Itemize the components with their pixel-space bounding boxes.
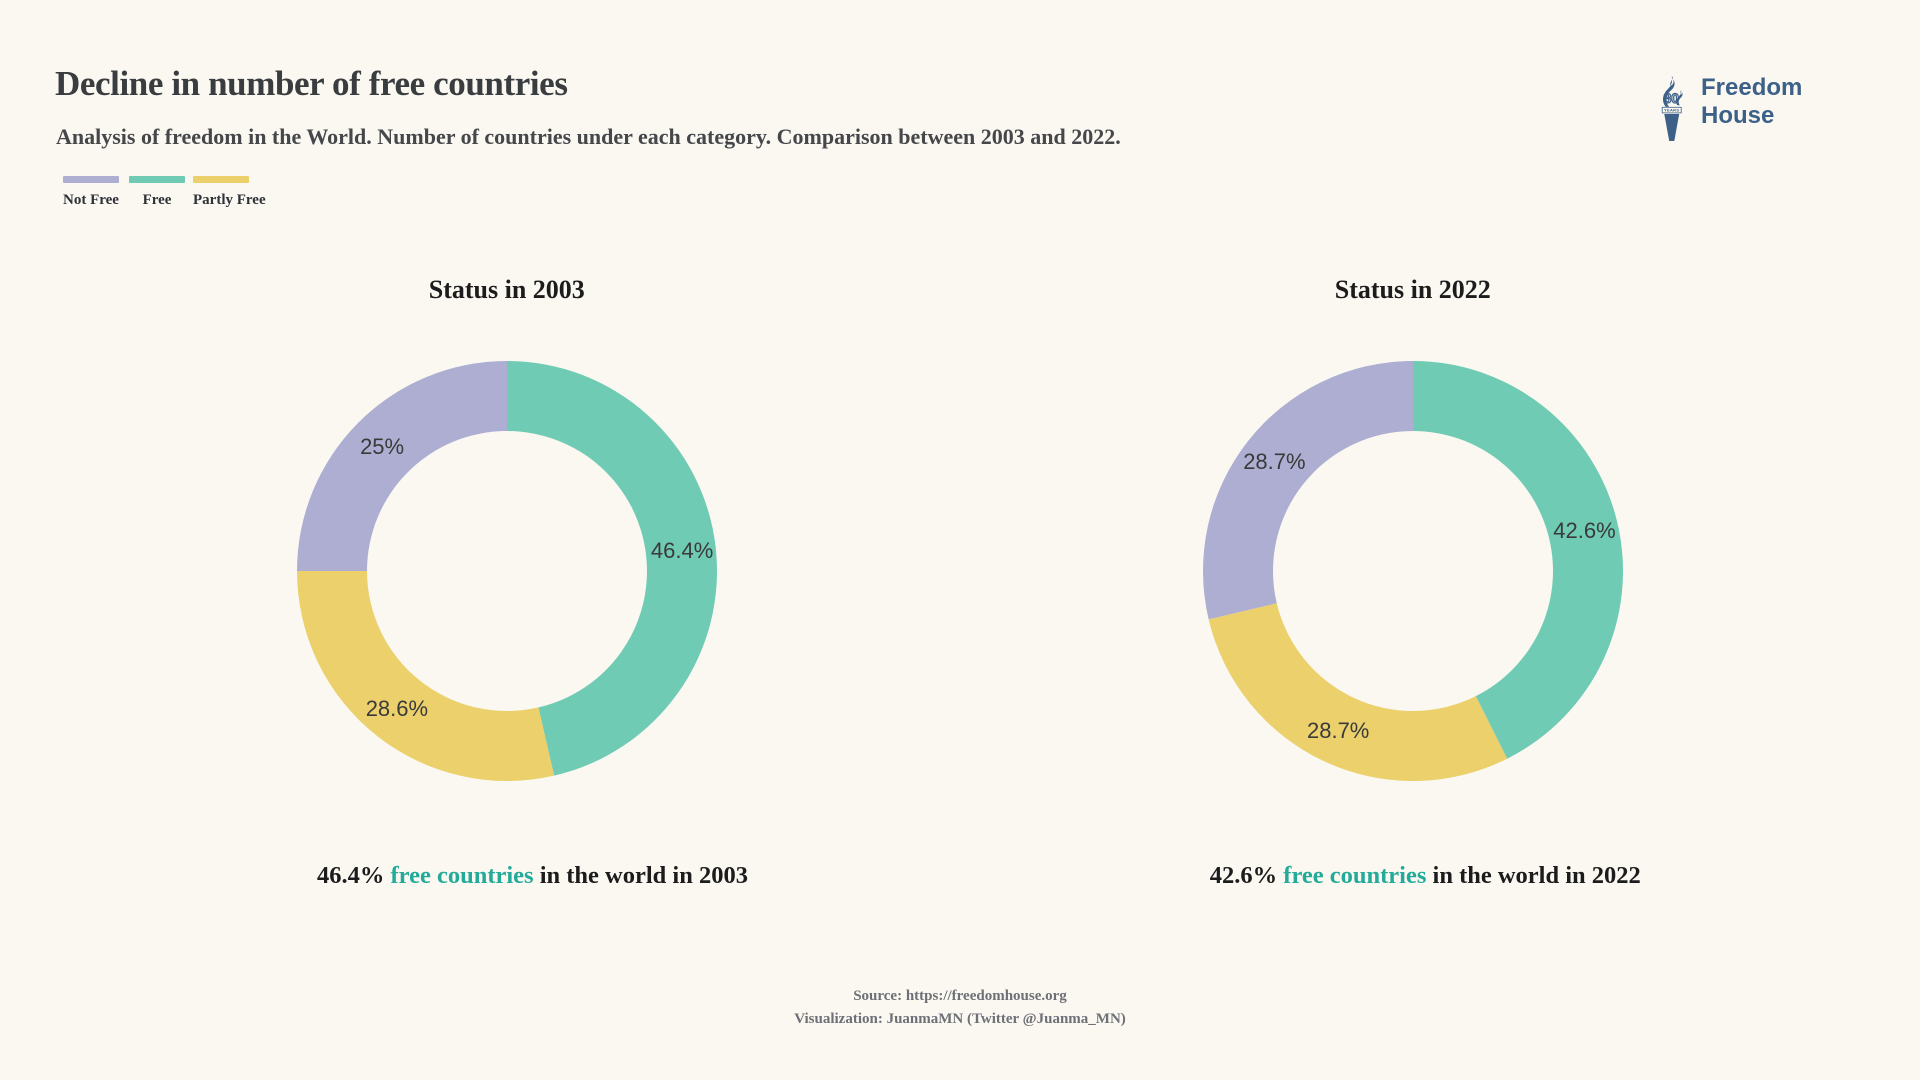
svg-text:80: 80 bbox=[1664, 90, 1680, 106]
svg-text:YEARS: YEARS bbox=[1664, 108, 1679, 113]
